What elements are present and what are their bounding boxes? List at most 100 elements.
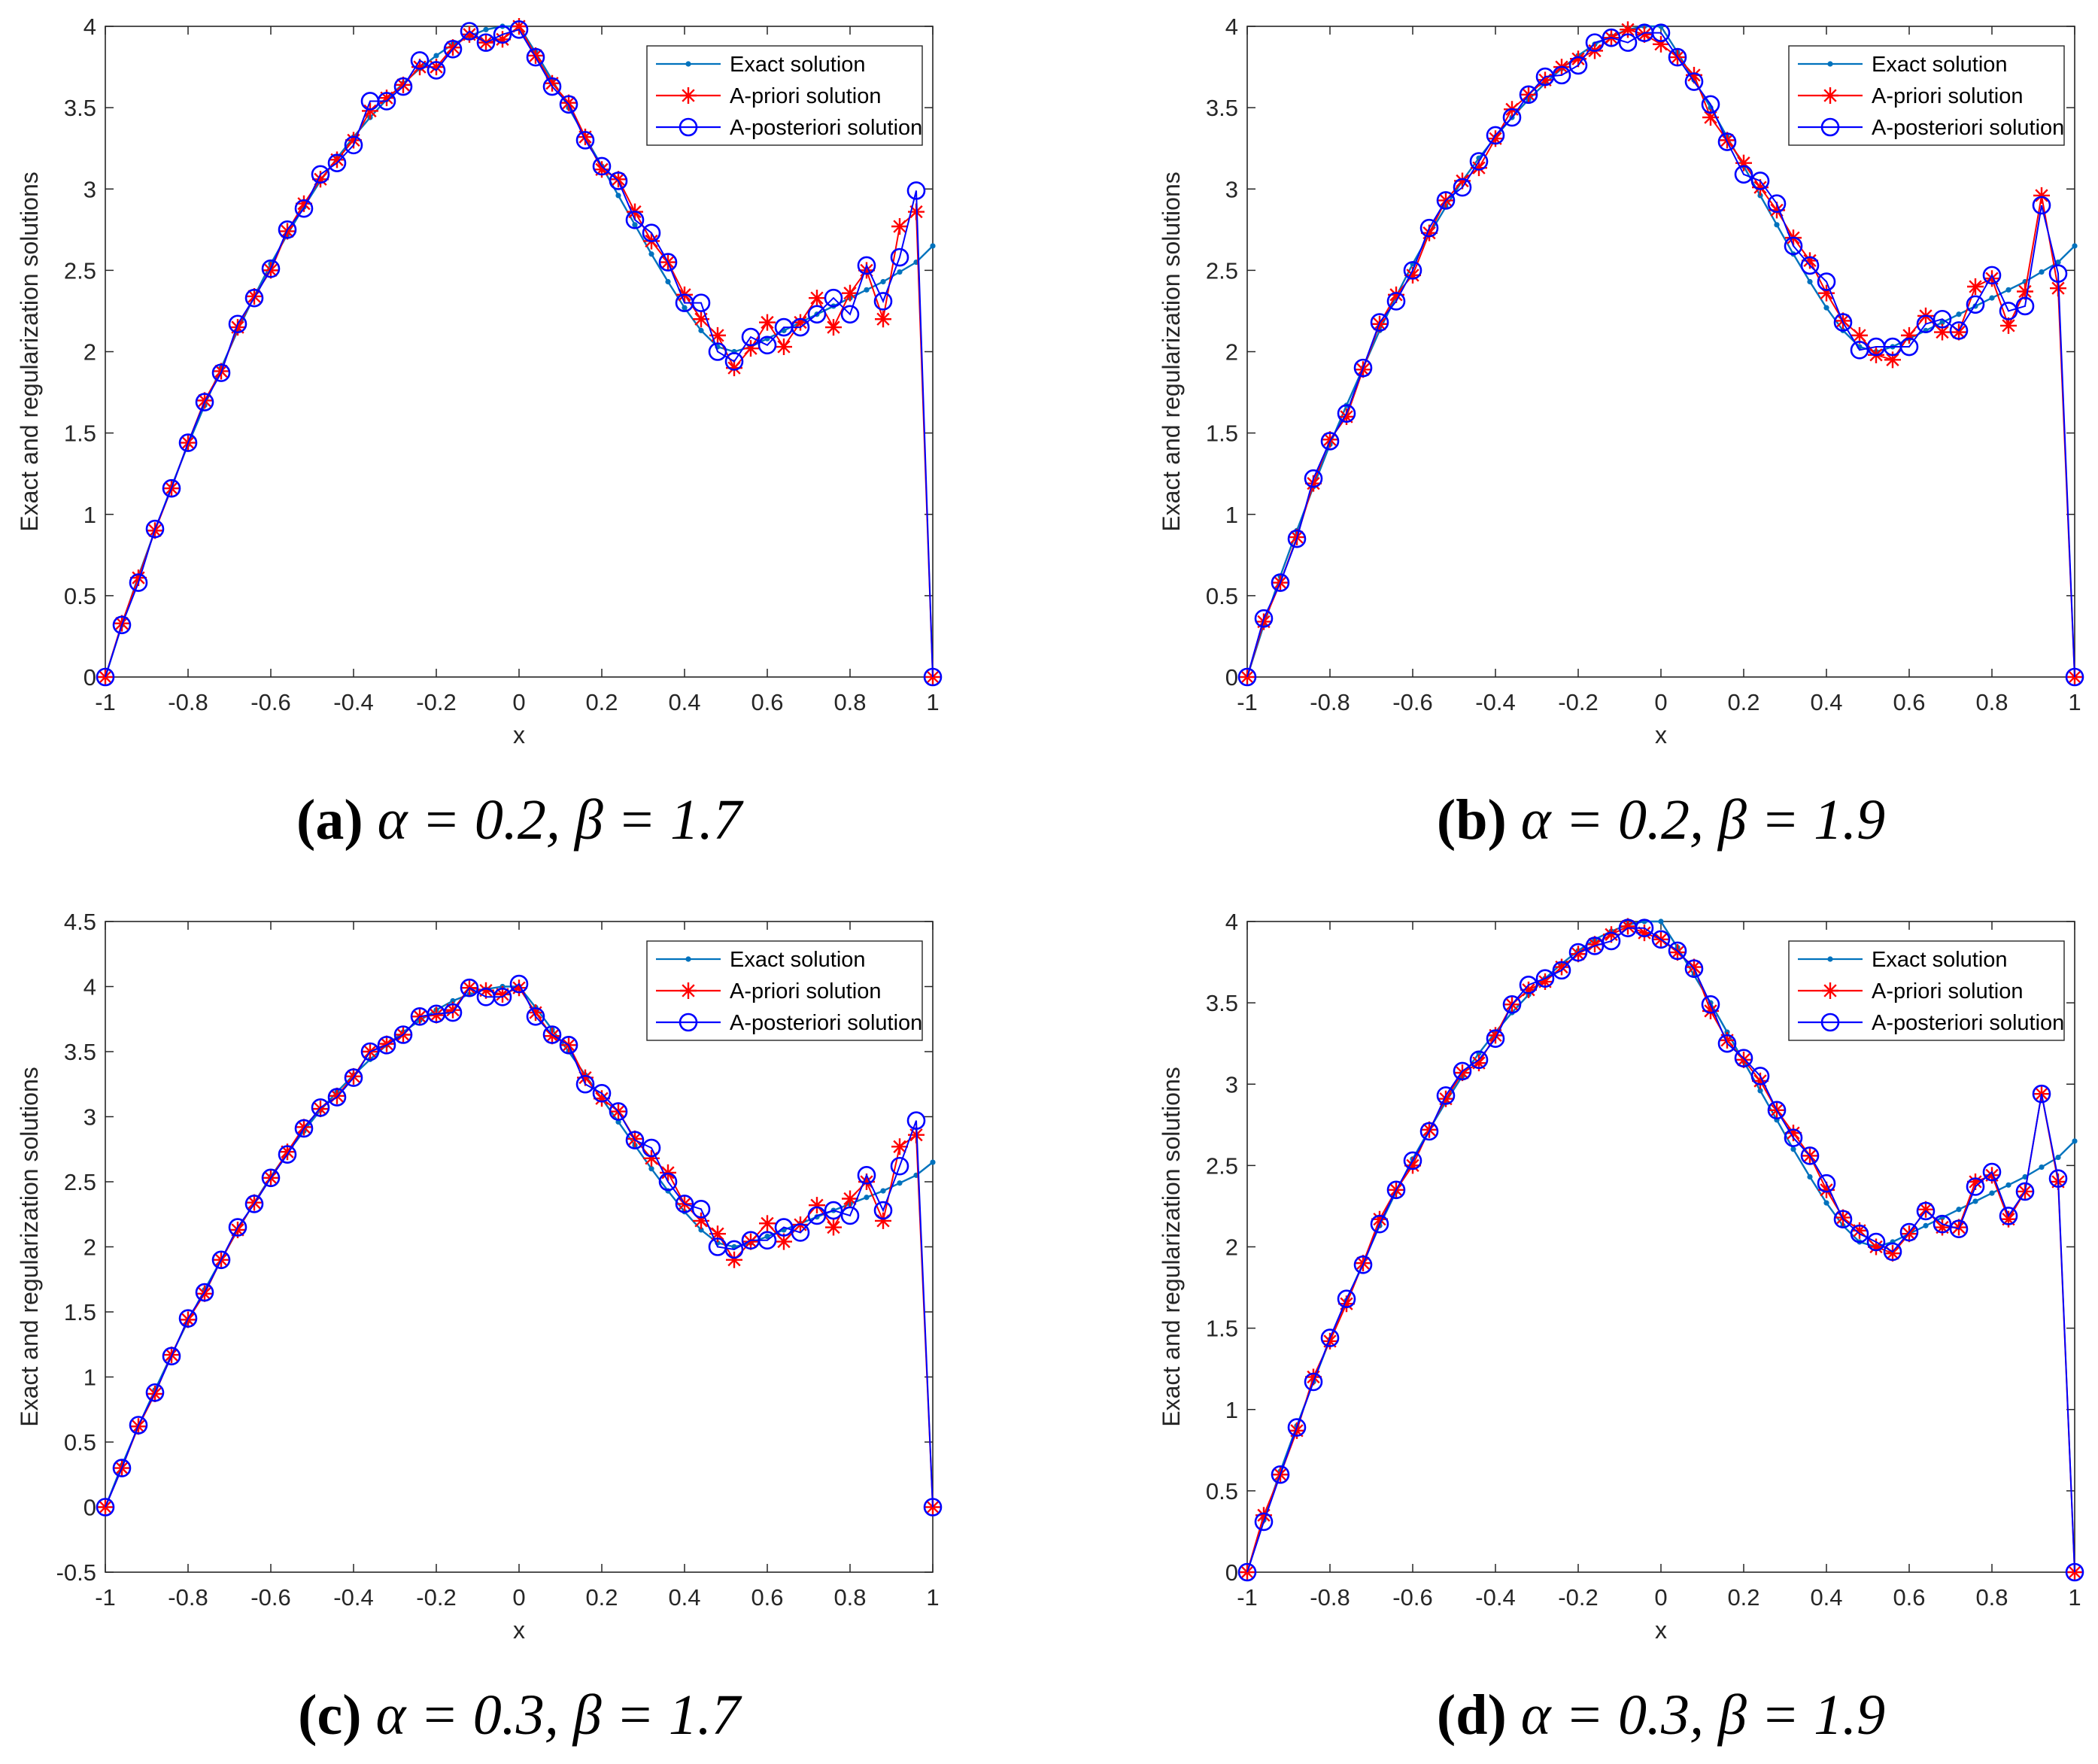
- point-apriori: [1934, 1219, 1951, 1236]
- point-aposteriori: [1254, 1512, 1274, 1532]
- point-apriori: [726, 360, 742, 377]
- point-apriori: [1570, 946, 1586, 963]
- point-aposteriori: [228, 314, 247, 334]
- x-tick-label: 0.8: [1975, 689, 2008, 715]
- legend-marker-apriori: [680, 87, 697, 104]
- legend-marker-aposteriori: [679, 1013, 698, 1032]
- point-aposteriori: [1635, 918, 1654, 937]
- point-exact: [632, 222, 638, 228]
- x-tick-label: -1: [95, 689, 116, 715]
- point-aposteriori: [592, 1084, 612, 1103]
- point-aposteriori: [1353, 1255, 1373, 1274]
- point-apriori: [1289, 1422, 1305, 1439]
- point-exact: [1923, 1222, 1929, 1228]
- point-exact: [1989, 295, 1995, 301]
- point-aposteriori: [1602, 28, 1621, 47]
- point-aposteriori: [1568, 56, 1588, 75]
- point-aposteriori: [575, 1074, 595, 1094]
- caption-params: α = 0.3, β = 1.7: [362, 1684, 742, 1747]
- point-exact: [1956, 1207, 1962, 1213]
- point-apriori: [527, 47, 544, 64]
- point-aposteriori: [758, 335, 777, 355]
- y-tick-label: 0: [1225, 664, 1238, 691]
- point-apriori: [494, 985, 511, 1003]
- point-apriori: [1769, 202, 1785, 219]
- point-apriori: [792, 314, 809, 331]
- point-apriori: [891, 217, 908, 235]
- point-aposteriori: [129, 573, 148, 592]
- point-aposteriori: [840, 305, 860, 324]
- x-tick-label: 1: [2068, 1584, 2081, 1611]
- point-exact: [615, 193, 621, 199]
- point-exact: [897, 1180, 903, 1186]
- point-apriori: [1636, 26, 1653, 43]
- point-aposteriori: [360, 1042, 380, 1061]
- point-apriori: [279, 1143, 296, 1161]
- point-aposteriori: [1982, 266, 2002, 285]
- point-apriori: [130, 569, 147, 587]
- point-aposteriori: [112, 1459, 132, 1477]
- x-tick-label: 1: [926, 1584, 939, 1611]
- caption-label: (d): [1437, 1684, 1507, 1747]
- point-apriori: [709, 1225, 726, 1243]
- legend-marker-apriori: [1822, 87, 1838, 104]
- point-apriori: [858, 1173, 875, 1190]
- point-aposteriori: [377, 1036, 396, 1055]
- point-apriori: [2033, 187, 2050, 204]
- point-aposteriori: [211, 363, 231, 382]
- point-apriori: [1586, 936, 1603, 953]
- point-exact: [1774, 222, 1780, 228]
- point-exact: [864, 1195, 870, 1201]
- point-aposteriori: [906, 181, 926, 200]
- point-aposteriori: [1949, 321, 1969, 340]
- y-tick-label: 2: [1225, 1234, 1238, 1261]
- point-aposteriori: [509, 20, 529, 39]
- legend-marker-apriori: [1822, 982, 1838, 999]
- point-aposteriori: [1899, 1222, 1919, 1242]
- point-aposteriori: [112, 615, 132, 635]
- point-apriori: [1338, 408, 1355, 425]
- point-aposteriori: [1982, 1162, 2002, 1182]
- point-exact: [897, 269, 903, 275]
- point-aposteriori: [261, 259, 281, 278]
- y-tick-label: -0.5: [56, 1559, 96, 1586]
- point-apriori: [1553, 958, 1570, 976]
- point-aposteriori: [1717, 1034, 1737, 1053]
- x-tick-label: 0.6: [1893, 689, 1925, 715]
- y-tick-label: 3: [1225, 1071, 1238, 1098]
- legend-marker-apriori: [680, 982, 697, 999]
- point-apriori: [378, 90, 395, 107]
- point-aposteriori: [724, 352, 744, 371]
- point-apriori: [1934, 323, 1951, 341]
- point-apriori: [1984, 270, 2000, 287]
- point-apriori: [1984, 1167, 2000, 1184]
- point-apriori: [1884, 351, 1901, 369]
- point-apriori: [842, 1190, 858, 1207]
- point-exact: [1989, 1190, 1995, 1196]
- point-apriori: [1620, 918, 1636, 935]
- point-apriori: [1851, 1222, 1868, 1239]
- y-tick-label: 0: [83, 1495, 96, 1521]
- point-aposteriori: [460, 978, 479, 997]
- point-apriori: [296, 1119, 312, 1136]
- point-exact: [2039, 269, 2045, 275]
- point-aposteriori: [1668, 47, 1687, 67]
- x-tick-label: 0.8: [833, 1584, 866, 1611]
- point-aposteriori: [1883, 1242, 1902, 1262]
- point-apriori: [1305, 475, 1322, 492]
- point-aposteriori: [1287, 529, 1307, 548]
- point-apriori: [1735, 1051, 1752, 1068]
- x-tick-label: -1: [95, 1584, 116, 1611]
- x-axis-label: x: [1655, 721, 1667, 748]
- point-aposteriori: [327, 1088, 347, 1107]
- point-apriori: [1255, 613, 1272, 630]
- point-apriori: [1454, 172, 1471, 190]
- point-aposteriori: [1668, 941, 1687, 961]
- panel-caption: (a) α = 0.2, β = 1.7: [296, 788, 744, 852]
- point-aposteriori: [691, 293, 711, 312]
- point-aposteriori: [509, 974, 529, 994]
- point-exact: [1658, 918, 1664, 925]
- point-apriori: [1255, 1507, 1272, 1524]
- point-apriori: [544, 74, 560, 92]
- point-aposteriori: [873, 292, 893, 311]
